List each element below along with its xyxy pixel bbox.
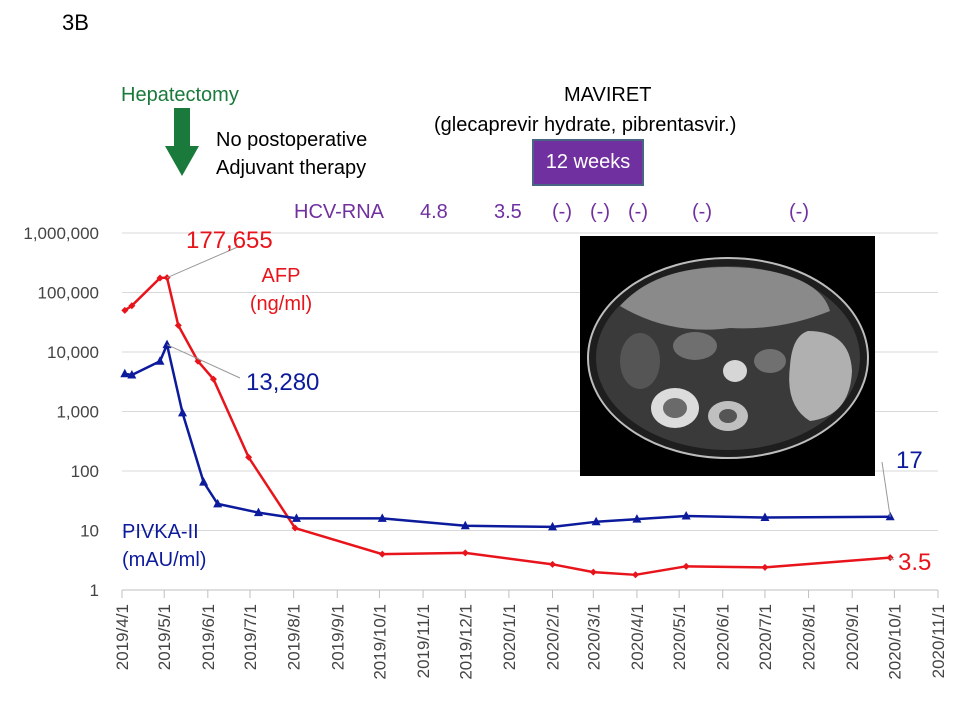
data-point [589,568,597,576]
hcv-rna-value: (-) [692,201,712,223]
y-tick-label: 1,000 [56,403,99,422]
y-axis-ticks: 1 10 100 1,000 10,000 100,000 1,000,000 [23,224,99,600]
callout-leader [166,245,241,279]
callout-label: 177,655 [186,227,273,254]
no-adjuvant-note: No postoperative Adjuvant therapy [216,126,367,182]
hepatectomy-label: Hepatectomy [121,84,239,106]
data-point [681,511,691,520]
x-tick-label: 2020/3/1 [584,604,603,670]
treatment-duration-label: 12 weeks [545,151,631,173]
x-tick-label: 2019/8/1 [285,604,304,670]
data-point [291,524,299,532]
hcv-rna-value: (-) [552,201,572,223]
series-label: (mAU/ml) [122,549,206,571]
data-point [632,571,640,579]
data-point [245,453,253,461]
no-adjuvant-line1: No postoperative [216,129,368,151]
y-tick-label: 10,000 [47,343,99,362]
callout-label: 17 [896,447,923,474]
x-tick-label: 2020/7/1 [756,604,775,670]
hepatectomy-arrow-icon [165,108,199,176]
hcv-rna-value: 4.8 [420,201,448,223]
y-tick-label: 1 [90,581,99,600]
data-point [155,356,165,365]
x-tick-label: 2019/4/1 [113,604,132,670]
callout-leader [166,344,241,379]
data-point [174,321,182,329]
data-point [549,560,557,568]
hcv-rna-value: (-) [789,201,809,223]
series-label: AFP [262,265,301,287]
data-point [591,516,601,526]
data-point [128,302,136,310]
no-adjuvant-line2: Adjuvant therapy [216,157,367,179]
data-point [162,339,172,349]
series-label: PIVKA-II [122,521,199,543]
callout-label: 3.5 [898,549,931,576]
treatment-duration-box: 12 weeks [532,139,644,186]
data-point [460,520,470,530]
callout-leader [889,557,895,561]
series-label: (ng/ml) [250,293,312,315]
x-axis: 2019/4/1 2019/5/1 2019/6/1 2019/7/1 2019/8/1… [113,589,948,680]
data-point [760,512,770,522]
data-point [156,274,164,282]
x-tick-label: 2020/11/1 [929,604,948,678]
data-point [253,507,263,517]
hcv-rna-value: 3.5 [494,201,522,223]
x-tick-label: 2020/8/1 [800,604,819,670]
y-tick-label: 10 [80,522,99,541]
data-point [377,513,387,522]
data-point [121,306,129,314]
x-tick-label: 2020/4/1 [628,604,647,670]
x-tick-label: 2020/10/1 [885,604,904,680]
figure-label: 3B [62,10,89,35]
hcv-rna-value: (-) [628,201,648,223]
y-tick-label: 1,000,000 [23,224,99,243]
data-point [548,521,558,531]
ct-scan-image [580,236,875,476]
data-point [461,549,469,557]
callout-label: 13,280 [246,369,319,396]
data-point [632,514,642,523]
hcv-rna-value: (-) [590,201,610,223]
data-point [213,498,223,508]
series-lines: AFP (ng/ml) PIVKA-II (mAU/ml) [120,265,895,579]
x-tick-label: 2020/5/1 [670,604,689,670]
x-tick-label: 2019/11/1 [414,604,433,678]
x-tick-label: 2019/6/1 [199,604,218,670]
y-tick-label: 100 [71,462,99,481]
drug-components: (glecaprevir hydrate, pibrentasvir.) [434,114,737,136]
data-point [177,407,187,417]
data-point [127,370,137,379]
x-tick-label: 2019/10/1 [370,604,389,680]
data-point [682,562,690,570]
x-tick-label: 2019/7/1 [241,604,260,670]
callout-leader [881,461,891,517]
data-point [199,477,209,486]
drug-name: MAVIRET [564,84,652,106]
x-tick-label: 2020/9/1 [843,604,862,670]
x-tick-label: 2020/6/1 [714,604,733,670]
x-tick-label: 2019/5/1 [155,604,174,670]
y-tick-label: 100,000 [38,284,99,303]
hcv-rna-label: HCV-RNA [294,201,385,223]
data-point [761,563,769,571]
x-tick-label: 2020/2/1 [544,604,563,670]
x-tick-label: 2019/12/1 [456,604,475,680]
data-point [291,513,301,522]
data-point [209,375,217,383]
x-tick-label: 2020/1/1 [500,604,519,670]
data-point [120,368,130,378]
callouts: 177,655 13,280 17 3.5 [166,227,931,576]
data-point [378,550,386,558]
x-tick-label: 2019/9/1 [328,604,347,670]
